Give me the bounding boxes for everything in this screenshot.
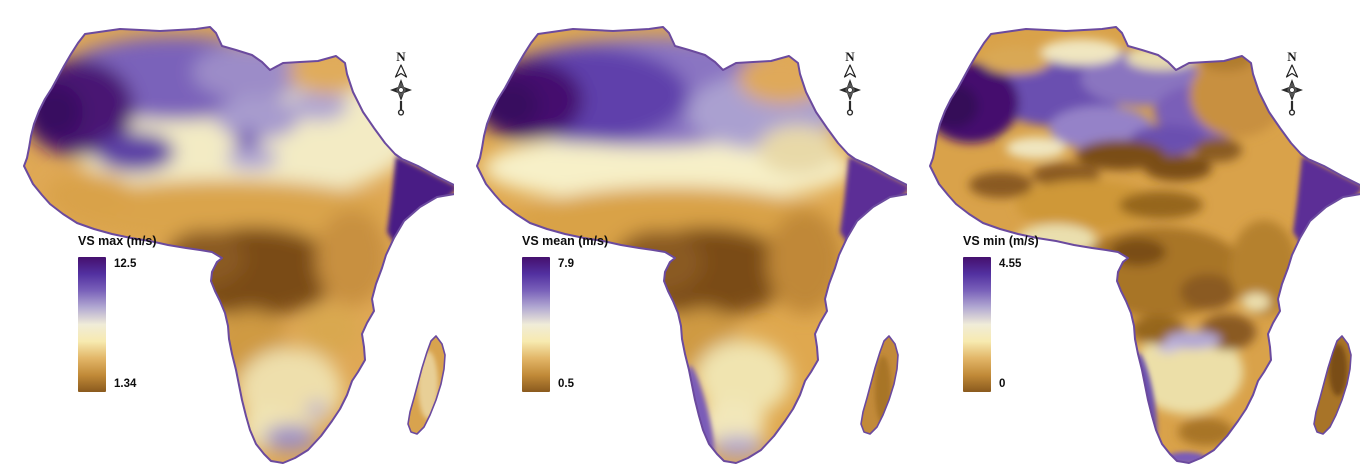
panel-vs-mean: N VS mean (m/s) 7.9 0.5 (453, 0, 907, 474)
legend-vs-min: VS min (m/s) 4.55 0 (963, 234, 1039, 392)
north-label: N (845, 49, 855, 64)
panel-vs-min: N VS min (m/s) 4.55 0 (906, 0, 1360, 474)
legend-vs-max: VS max (m/s) 12.5 1.34 (78, 234, 157, 392)
africa-map-vs-min (929, 26, 1360, 464)
north-label: N (1287, 49, 1297, 64)
colorbar (963, 257, 991, 392)
scale-min-label: 0.5 (558, 378, 574, 390)
north-label: N (396, 49, 406, 64)
scale-max-label: 12.5 (114, 258, 137, 270)
colorbar (78, 257, 106, 392)
legend-title: VS mean (m/s) (522, 234, 609, 248)
north-arrow-icon: N (1279, 50, 1305, 116)
scale-min-label: 1.34 (114, 378, 137, 390)
scale-min-label: 0 (999, 378, 1006, 390)
north-arrow-icon: N (388, 50, 414, 116)
legend-title: VS max (m/s) (78, 234, 157, 248)
north-arrow-icon: N (837, 50, 863, 116)
africa-map-vs-mean (476, 26, 907, 464)
legend-title: VS min (m/s) (963, 234, 1039, 248)
panel-vs-max: N VS max (m/s) 12.5 1.34 (0, 0, 454, 474)
africa-map-vs-max (23, 26, 454, 464)
compass-rose-icon (1280, 64, 1304, 116)
compass-rose-icon (389, 64, 413, 116)
compass-rose-icon (838, 64, 862, 116)
scale-max-label: 7.9 (558, 258, 574, 270)
scale-max-label: 4.55 (999, 258, 1022, 270)
colorbar (522, 257, 550, 392)
legend-vs-mean: VS mean (m/s) 7.9 0.5 (522, 234, 608, 392)
